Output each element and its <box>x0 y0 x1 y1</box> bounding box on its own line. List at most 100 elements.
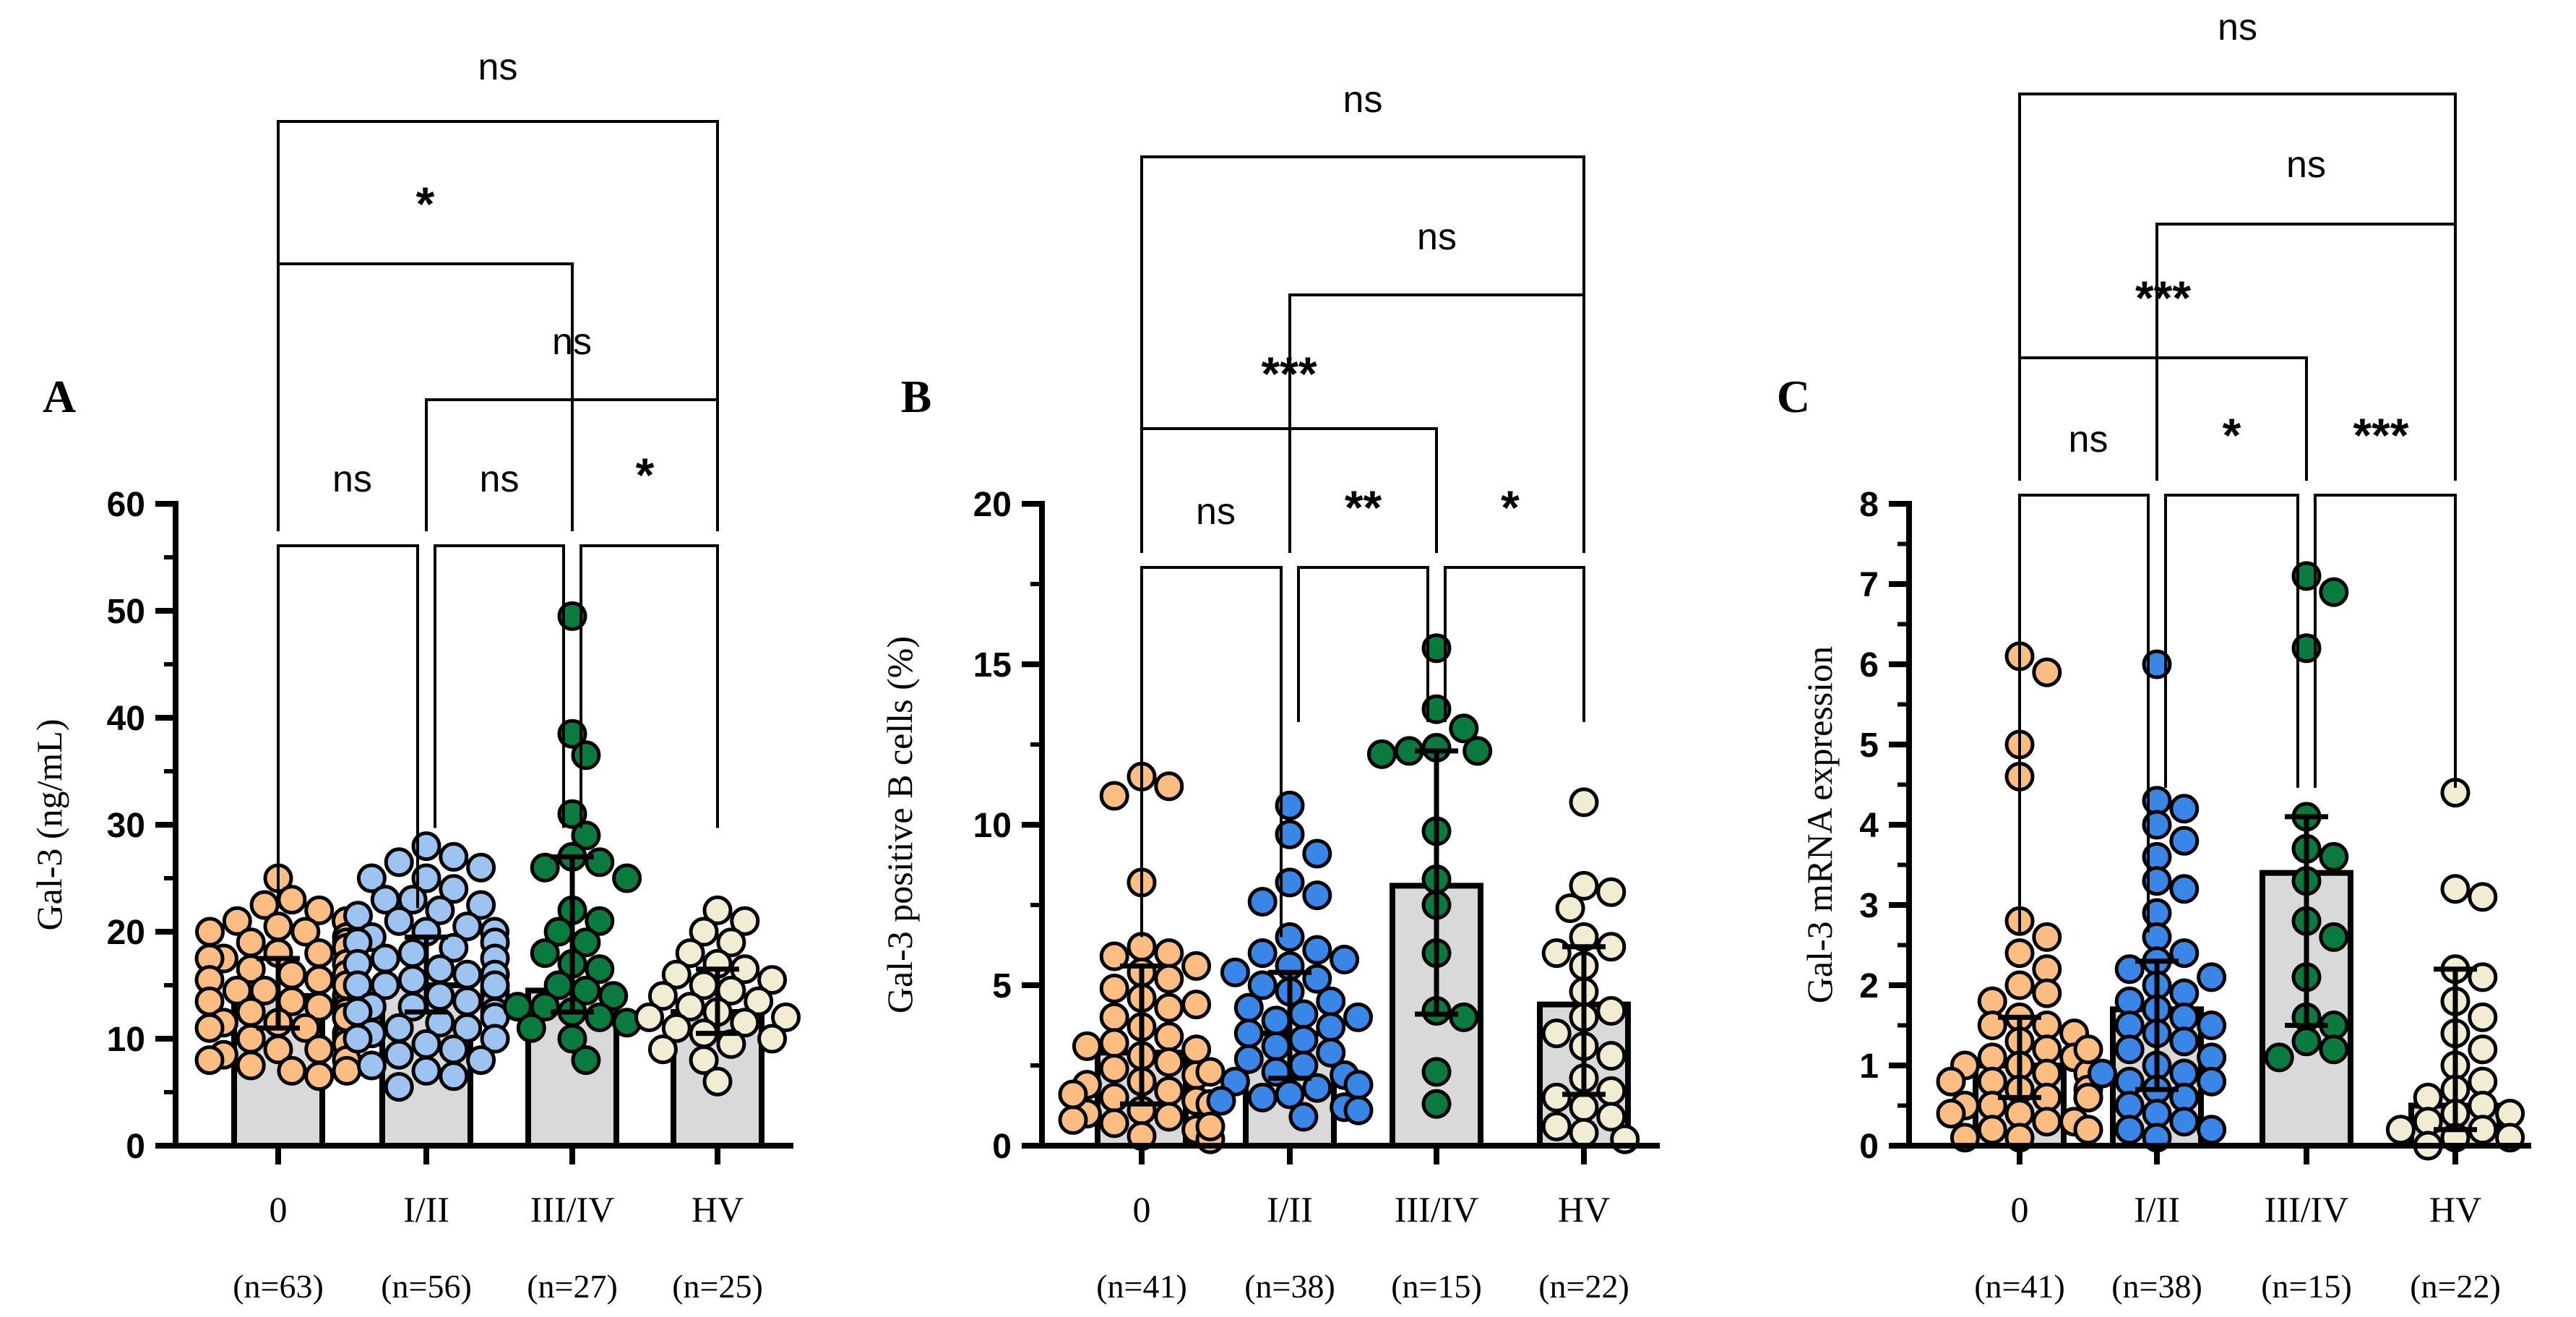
x-tick-label: HV <box>1558 1189 1610 1230</box>
data-point <box>530 852 560 883</box>
data-point <box>2197 962 2227 992</box>
data-point <box>1936 1099 1966 1129</box>
data-point <box>1288 999 1319 1029</box>
n-label: (n=41) <box>1974 1268 2065 1305</box>
data-point <box>689 917 719 947</box>
data-point <box>1099 781 1129 811</box>
data-point <box>384 1039 414 1070</box>
significance-label: ns <box>1417 216 1457 258</box>
data-point <box>2468 1002 2498 1032</box>
significance-label: *** <box>2135 271 2191 325</box>
data-point <box>1233 1018 1264 1049</box>
data-point <box>439 841 469 872</box>
data-point <box>1596 996 1627 1026</box>
x-tick-label: III/IV <box>530 1189 615 1230</box>
data-point <box>2169 874 2200 904</box>
data-point <box>194 1045 225 1076</box>
data-point <box>222 906 252 936</box>
data-point <box>1099 1053 1129 1084</box>
y-tick-label: 0 <box>126 1128 145 1166</box>
data-point <box>2114 1091 2145 1120</box>
data-point <box>557 718 587 749</box>
data-point <box>757 965 788 995</box>
n-label: (n=22) <box>1538 1268 1629 1305</box>
data-point <box>2197 1042 2227 1073</box>
data-point <box>452 1013 483 1043</box>
data-point <box>1541 1082 1572 1112</box>
data-point <box>263 911 293 942</box>
y-tick-label: 5 <box>992 967 1012 1005</box>
data-point <box>304 1034 335 1065</box>
significance-bracket <box>2164 494 2299 788</box>
data-point <box>1099 1082 1129 1112</box>
data-point <box>1541 938 1572 969</box>
data-point <box>2032 1058 2062 1089</box>
data-point <box>585 847 615 878</box>
y-tick-label: 3 <box>1859 887 1879 925</box>
data-point <box>1154 1021 1184 1052</box>
data-point <box>1099 1028 1129 1058</box>
data-point <box>1233 1044 1264 1074</box>
data-point <box>1288 1024 1319 1055</box>
data-point <box>1596 1076 1627 1107</box>
data-point <box>2197 1066 2227 1097</box>
data-point <box>480 970 510 1000</box>
data-point <box>502 992 533 1022</box>
data-point <box>425 981 455 1011</box>
data-point <box>356 863 387 893</box>
significance-bracket <box>2018 356 2308 481</box>
data-point <box>557 601 587 631</box>
y-tick-label: 10 <box>107 1021 145 1059</box>
data-point <box>1936 1066 1966 1097</box>
x-tick-label: 0 <box>2011 1189 2029 1230</box>
data-point <box>1541 1018 1572 1049</box>
data-point <box>2169 978 2200 1008</box>
data-point <box>557 799 587 829</box>
data-point <box>236 1050 266 1081</box>
data-point <box>2114 1115 2145 1145</box>
data-point <box>1247 887 1278 917</box>
data-point <box>1977 1042 2007 1073</box>
data-point <box>744 986 774 1016</box>
data-point <box>2169 1058 2200 1089</box>
data-point <box>304 965 335 995</box>
data-point <box>1195 1111 1225 1141</box>
data-point <box>1247 938 1278 969</box>
data-point <box>2468 1034 2498 1065</box>
data-point <box>1343 1002 1373 1032</box>
significance-label: * <box>416 177 435 231</box>
data-point <box>1449 1002 1479 1032</box>
n-label: (n=15) <box>2261 1268 2352 1305</box>
data-point <box>236 954 266 984</box>
significance-label: ns <box>2218 7 2257 48</box>
data-point <box>304 1061 335 1091</box>
n-label: (n=56) <box>381 1268 472 1305</box>
x-tick-label: I/II <box>1267 1189 1313 1230</box>
x-tick-label: I/II <box>403 1189 449 1230</box>
data-point <box>290 917 321 947</box>
data-point <box>1316 1037 1346 1068</box>
data-point <box>1195 1057 1225 1087</box>
data-point <box>585 906 615 936</box>
data-point <box>2142 649 2172 679</box>
data-point <box>1977 1115 2007 1145</box>
data-point <box>1154 964 1184 994</box>
data-point <box>1154 992 1184 1023</box>
significance-bracket <box>277 120 719 531</box>
data-point <box>730 906 760 936</box>
data-point <box>304 938 335 969</box>
data-point <box>1569 787 1599 818</box>
data-point <box>2114 1034 2145 1065</box>
significance-bracket <box>2018 494 2150 932</box>
n-label: (n=15) <box>1391 1268 1482 1305</box>
data-point <box>647 1034 678 1065</box>
data-point <box>2142 1099 2172 1129</box>
data-point <box>384 1013 414 1043</box>
data-point <box>397 938 428 969</box>
data-point <box>1421 633 1452 664</box>
data-point <box>439 874 469 904</box>
x-tick-label: 0 <box>1133 1189 1151 1230</box>
data-point <box>452 959 483 990</box>
data-point <box>222 975 252 1005</box>
